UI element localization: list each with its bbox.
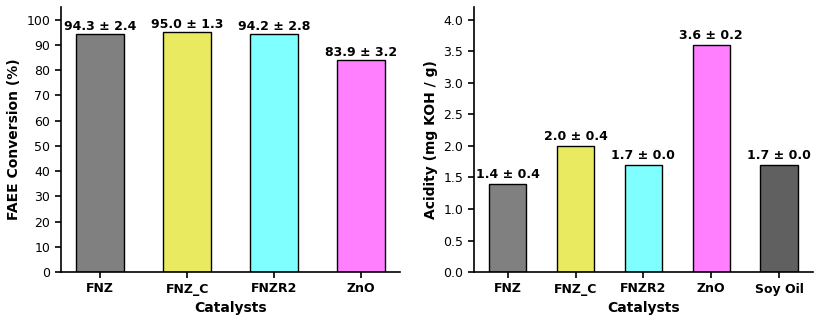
X-axis label: Catalysts: Catalysts: [194, 301, 267, 315]
Bar: [557, 146, 594, 272]
Text: 94.2 ± 2.8: 94.2 ± 2.8: [238, 20, 310, 33]
Text: 94.3 ± 2.4: 94.3 ± 2.4: [64, 20, 137, 33]
Bar: [693, 45, 730, 272]
X-axis label: Catalysts: Catalysts: [607, 301, 680, 315]
Text: 2.0 ± 0.4: 2.0 ± 0.4: [544, 130, 607, 143]
Text: 1.7 ± 0.0: 1.7 ± 0.0: [747, 149, 811, 162]
Y-axis label: FAEE Conversion (%): FAEE Conversion (%): [7, 59, 21, 220]
Text: 83.9 ± 3.2: 83.9 ± 3.2: [325, 46, 397, 59]
Bar: [760, 165, 797, 272]
Text: 1.7 ± 0.0: 1.7 ± 0.0: [611, 149, 676, 162]
Text: 1.4 ± 0.4: 1.4 ± 0.4: [476, 168, 540, 181]
Bar: [489, 184, 527, 272]
Bar: [337, 60, 385, 272]
Bar: [77, 34, 124, 272]
Bar: [250, 34, 298, 272]
Bar: [625, 165, 662, 272]
Text: 3.6 ± 0.2: 3.6 ± 0.2: [680, 29, 743, 42]
Text: 95.0 ± 1.3: 95.0 ± 1.3: [151, 18, 223, 31]
Bar: [163, 32, 211, 272]
Y-axis label: Acidity (mg KOH / g): Acidity (mg KOH / g): [424, 60, 438, 219]
